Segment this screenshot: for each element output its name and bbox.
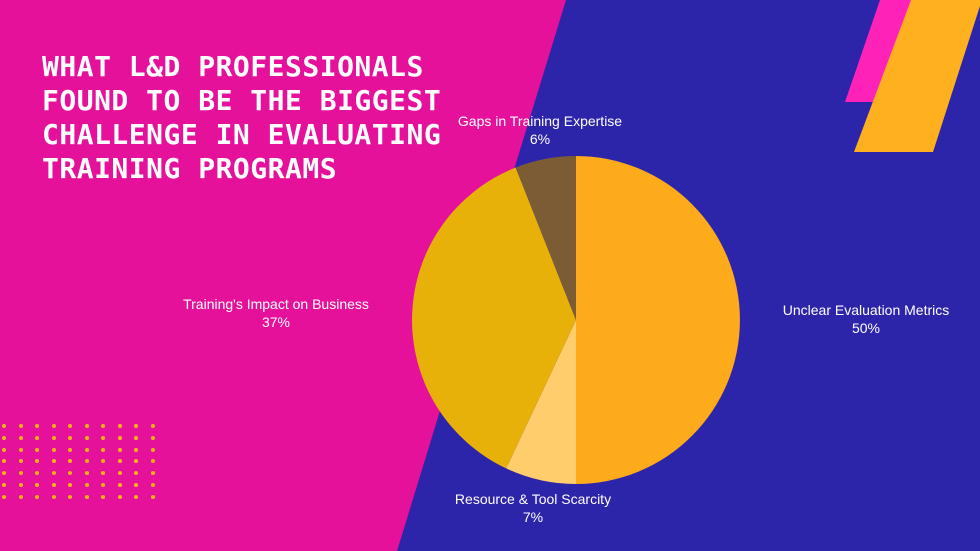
dot	[51, 483, 56, 487]
slice-label-gaps-in-training-expertise: Gaps in Training Expertise 6%	[458, 112, 622, 148]
dot	[150, 494, 155, 499]
dot	[35, 424, 39, 428]
dot	[134, 459, 138, 464]
dot	[2, 459, 6, 464]
dot	[134, 494, 138, 499]
dot	[150, 471, 155, 476]
dot	[117, 471, 122, 476]
dot	[101, 447, 105, 452]
dot	[150, 447, 155, 452]
dot	[84, 424, 89, 428]
dot	[84, 459, 89, 464]
dot	[84, 483, 89, 487]
dot	[117, 459, 122, 464]
dot	[18, 447, 23, 452]
dot	[51, 435, 56, 440]
chart-title: What L&D Professionals Found to Be the B…	[42, 50, 442, 185]
dot	[2, 471, 6, 476]
dot	[68, 471, 72, 476]
dot	[51, 447, 56, 452]
dot	[2, 435, 6, 440]
dot	[101, 483, 105, 487]
dot	[117, 494, 122, 499]
dot	[18, 494, 23, 499]
dot	[134, 424, 138, 428]
dot	[68, 424, 72, 428]
dot	[134, 471, 138, 476]
dot	[134, 435, 138, 440]
dot	[18, 483, 23, 487]
dot	[150, 483, 155, 487]
dot	[51, 471, 56, 476]
dot	[117, 447, 122, 452]
dot	[84, 471, 89, 476]
dot	[51, 494, 56, 499]
dot	[117, 483, 122, 487]
dot	[101, 494, 105, 499]
dot	[84, 435, 89, 440]
dot	[150, 424, 155, 428]
dot	[84, 494, 89, 499]
dot	[2, 424, 6, 428]
slice-value: 7%	[522, 509, 544, 525]
dot	[51, 424, 56, 428]
dot	[101, 424, 105, 428]
dot	[134, 447, 138, 452]
dot	[2, 494, 6, 499]
dot	[134, 483, 138, 487]
dot	[101, 459, 105, 464]
dot	[35, 447, 39, 452]
dot	[84, 447, 89, 452]
slice-value: 37%	[261, 314, 291, 330]
dot	[68, 494, 72, 499]
dot	[150, 459, 155, 464]
dot	[35, 471, 39, 476]
dot	[51, 459, 56, 464]
dot-grid-decoration	[0, 422, 160, 502]
dot	[18, 459, 23, 464]
dot	[101, 471, 105, 476]
pie-slice-training-s-impact-on-business	[412, 167, 576, 469]
dot	[18, 471, 23, 476]
dot	[117, 424, 122, 428]
slice-name: Resource & Tool Scarcity	[454, 491, 612, 507]
dot	[2, 447, 6, 452]
dot	[2, 483, 6, 487]
dot	[101, 435, 105, 440]
dot	[68, 459, 72, 464]
slice-name: Training's Impact on Business	[183, 296, 369, 312]
slice-value: 50%	[851, 320, 881, 336]
pie-slice-gaps-in-training-expertise	[515, 156, 576, 320]
dot	[117, 435, 122, 440]
dot	[68, 447, 72, 452]
slice-value: 6%	[529, 131, 551, 147]
pie-slice-resource-tool-scarcity	[506, 320, 576, 484]
slice-label-unclear-evaluation-metrics: Unclear Evaluation Metrics 50%	[783, 301, 950, 337]
dot	[150, 435, 155, 440]
pink-stripe-decoration	[845, 0, 918, 102]
dot	[68, 483, 72, 487]
pie-slice-unclear-evaluation-metrics	[576, 156, 740, 484]
slice-name: Unclear Evaluation Metrics	[782, 302, 950, 318]
slice-name: Gaps in Training Expertise	[457, 113, 623, 129]
dot	[18, 435, 23, 440]
dot	[35, 494, 39, 499]
slice-label-training-impact-on-business: Training's Impact on Business 37%	[183, 295, 369, 331]
dot	[35, 459, 39, 464]
dot	[18, 424, 23, 428]
dot	[35, 483, 39, 487]
slice-label-resource-tool-scarcity: Resource & Tool Scarcity 7%	[455, 490, 611, 526]
dot	[35, 435, 39, 440]
dot	[68, 435, 72, 440]
orange-stripe-decoration	[854, 0, 980, 152]
